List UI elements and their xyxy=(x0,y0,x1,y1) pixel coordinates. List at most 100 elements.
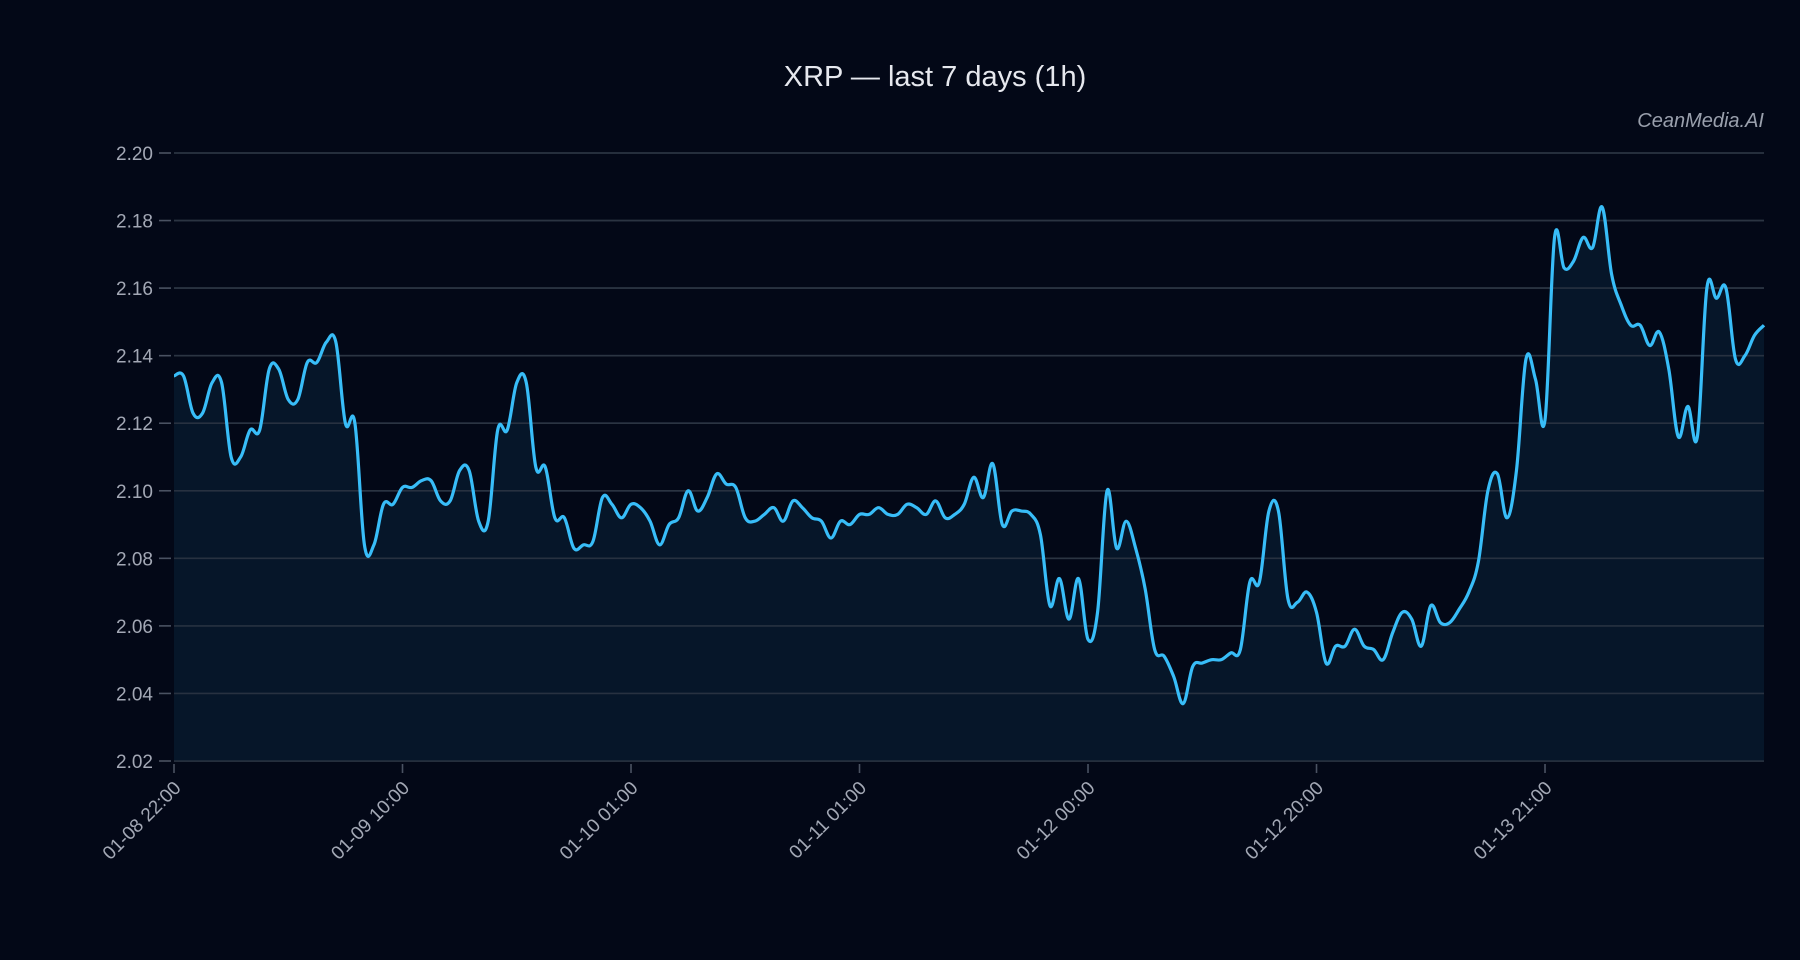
data-point xyxy=(1763,324,1765,326)
y-tick-label: 2.06 xyxy=(116,617,153,638)
data-point xyxy=(916,507,918,509)
data-point xyxy=(363,544,365,546)
data-point xyxy=(440,500,442,502)
data-point xyxy=(887,513,889,515)
y-tick-label: 2.02 xyxy=(116,752,153,773)
data-point xyxy=(354,422,356,424)
data-point xyxy=(306,361,308,363)
data-point xyxy=(897,513,899,515)
data-point xyxy=(1525,358,1527,360)
data-point xyxy=(1706,287,1708,289)
data-point xyxy=(630,503,632,505)
data-point xyxy=(1601,206,1603,208)
data-point xyxy=(1563,267,1565,269)
data-point xyxy=(1077,578,1079,580)
data-point xyxy=(316,361,318,363)
data-point xyxy=(725,483,727,485)
data-point xyxy=(1182,703,1184,705)
data-point xyxy=(1087,638,1089,640)
data-point xyxy=(1230,652,1232,654)
data-point xyxy=(1335,645,1337,647)
data-point xyxy=(849,524,851,526)
data-point xyxy=(421,480,423,482)
y-tick-label: 2.16 xyxy=(116,279,153,300)
data-point xyxy=(1734,358,1736,360)
data-point xyxy=(954,513,956,515)
data-point xyxy=(344,422,346,424)
data-point xyxy=(1211,659,1213,661)
data-point xyxy=(830,537,832,539)
data-point xyxy=(287,399,289,401)
data-point xyxy=(925,513,927,515)
data-point xyxy=(801,507,803,509)
y-tick-label: 2.12 xyxy=(116,414,153,435)
data-point xyxy=(1468,591,1470,593)
data-point xyxy=(1039,534,1041,536)
data-point xyxy=(1458,608,1460,610)
data-point xyxy=(392,503,394,505)
data-point xyxy=(1611,274,1613,276)
data-point xyxy=(735,486,737,488)
data-point xyxy=(678,517,680,519)
data-point xyxy=(687,490,689,492)
data-point xyxy=(1630,324,1632,326)
data-point xyxy=(202,412,204,414)
data-point xyxy=(1544,419,1546,421)
data-point xyxy=(1268,510,1270,512)
data-point xyxy=(516,382,518,384)
data-point xyxy=(1258,581,1260,583)
data-point xyxy=(763,513,765,515)
data-point xyxy=(1496,473,1498,475)
y-tick-label: 2.10 xyxy=(116,482,153,503)
data-point xyxy=(611,503,613,505)
data-point xyxy=(468,470,470,472)
chart-title: XRP — last 7 days (1h) xyxy=(784,61,1086,93)
data-point xyxy=(859,513,861,515)
data-point xyxy=(1106,490,1108,492)
data-point xyxy=(1001,524,1003,526)
y-tick-label: 2.14 xyxy=(116,347,153,368)
data-point xyxy=(878,507,880,509)
data-point xyxy=(1582,236,1584,238)
data-point xyxy=(935,500,937,502)
data-point xyxy=(1658,331,1660,333)
data-point xyxy=(554,517,556,519)
data-point xyxy=(1011,510,1013,512)
data-point xyxy=(592,540,594,542)
data-point xyxy=(278,368,280,370)
data-point xyxy=(1306,591,1308,593)
data-point xyxy=(1020,510,1022,512)
data-point xyxy=(1477,561,1479,563)
data-point xyxy=(173,375,175,377)
data-point xyxy=(535,466,537,468)
data-point xyxy=(1687,405,1689,407)
data-point xyxy=(1592,247,1594,249)
data-point xyxy=(973,476,975,478)
data-point xyxy=(259,429,261,431)
data-point xyxy=(487,520,489,522)
data-point xyxy=(706,497,708,499)
data-point xyxy=(1049,605,1051,607)
data-point xyxy=(506,429,508,431)
data-point xyxy=(620,517,622,519)
data-point xyxy=(183,375,185,377)
data-point xyxy=(839,520,841,522)
data-point xyxy=(335,341,337,343)
data-point xyxy=(649,520,651,522)
data-point xyxy=(1249,581,1251,583)
data-point xyxy=(1192,665,1194,667)
data-point xyxy=(716,473,718,475)
data-point xyxy=(1668,368,1670,370)
data-point xyxy=(1030,513,1032,515)
data-point xyxy=(944,517,946,519)
data-point xyxy=(1744,355,1746,357)
data-point xyxy=(325,341,327,343)
data-point xyxy=(230,456,232,458)
data-point xyxy=(1154,649,1156,651)
data-point xyxy=(601,497,603,499)
data-point xyxy=(754,520,756,522)
gridlines-overlay xyxy=(174,152,1764,762)
data-point xyxy=(820,520,822,522)
data-point xyxy=(497,429,499,431)
data-point xyxy=(430,480,432,482)
